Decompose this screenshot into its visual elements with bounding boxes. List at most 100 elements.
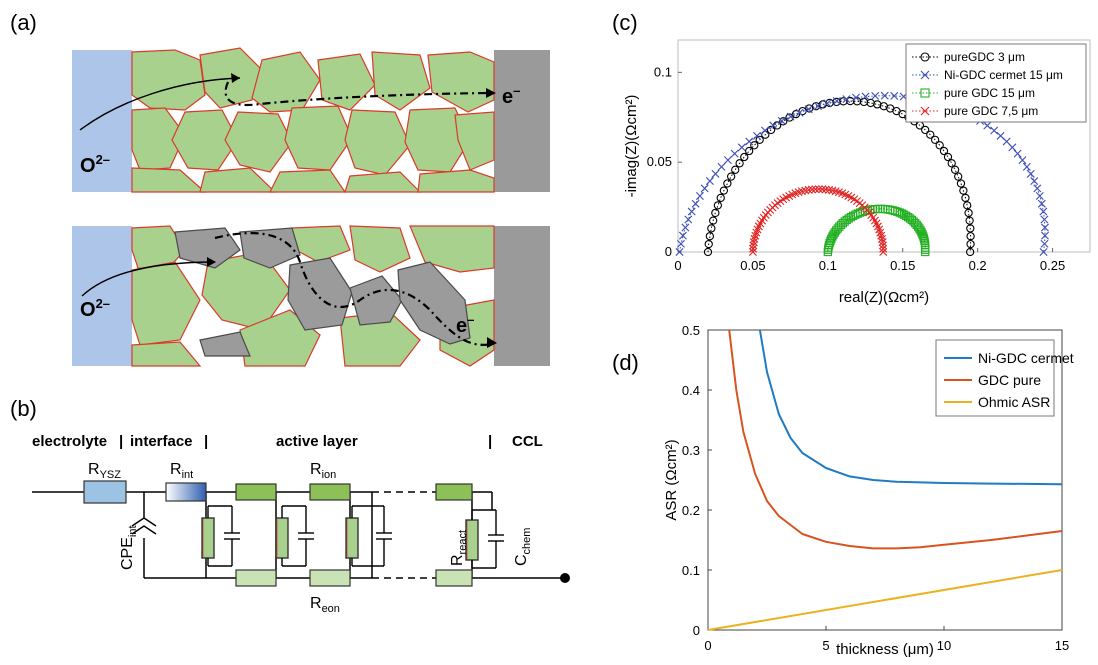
header-separator-1: | bbox=[119, 433, 123, 450]
gdc-grains-top bbox=[131, 47, 495, 193]
label-rreact: Rreact bbox=[449, 530, 469, 566]
chart-d-frame bbox=[707, 329, 1063, 631]
chart-c-point bbox=[1030, 177, 1039, 186]
chart-c-point bbox=[921, 247, 930, 257]
chart-d-ytick-label: 0.1 bbox=[682, 563, 700, 578]
chart-c-point bbox=[1039, 248, 1048, 256]
chart-c-point bbox=[749, 244, 758, 253]
label-rint: Rint bbox=[170, 461, 193, 481]
chart-c-point bbox=[748, 248, 757, 256]
chart-d-ticks: 0 5 10 15 0 0.1 0.2 0.3 0.4 0.5 bbox=[682, 323, 1069, 653]
chart-c-point bbox=[1037, 199, 1046, 208]
arrowhead-icon bbox=[487, 337, 497, 348]
chart-c-point bbox=[755, 135, 764, 144]
chart-c-legend-marker bbox=[920, 88, 930, 98]
chart-c-legend-label: pure GDC 15 μm bbox=[944, 86, 1035, 100]
chart-c-point bbox=[749, 238, 758, 247]
chart-c-point bbox=[705, 232, 715, 241]
chart-c-point bbox=[813, 102, 822, 111]
chart-d-ytick-label: 0.5 bbox=[682, 323, 700, 338]
chart-c-point bbox=[801, 186, 810, 195]
chart-c-xlabel: real(Z)(Ωcm²) bbox=[839, 289, 929, 306]
label-cpe-int: CPEint bbox=[119, 525, 139, 570]
panel-label-a: (a) bbox=[10, 10, 37, 35]
chart-c-point bbox=[735, 159, 744, 168]
arrowhead-icon bbox=[231, 73, 240, 83]
chart-c-point bbox=[1008, 143, 1017, 152]
chart-c-point bbox=[943, 152, 953, 162]
current-collector-bottom bbox=[494, 226, 550, 366]
chart-d-series-line-0 bbox=[758, 329, 1063, 486]
chart-c-point bbox=[678, 231, 687, 240]
chart-c-legend-label: pure GDC 7,5 μm bbox=[944, 104, 1038, 118]
chart-c-point bbox=[966, 224, 975, 233]
chart-d-xlabel: thickness (μm) bbox=[836, 641, 934, 658]
chart-d-ylabel: ASR (Ωcm²) bbox=[663, 439, 680, 520]
chart-c-point bbox=[824, 241, 834, 250]
arrowhead-icon bbox=[207, 257, 216, 267]
resistor-rreact-3 bbox=[345, 517, 359, 559]
chart-c-point bbox=[695, 191, 704, 200]
chart-c-legend-marker bbox=[920, 52, 930, 62]
chart-c-point bbox=[1018, 156, 1027, 165]
chart-c-point bbox=[704, 239, 713, 249]
header-active-layer: active layer bbox=[276, 433, 358, 450]
electron-label-top: e– bbox=[502, 83, 520, 108]
chart-c-point bbox=[823, 99, 832, 108]
electrolyte-block-top bbox=[72, 50, 132, 192]
chart-c-legend-marker bbox=[920, 70, 930, 80]
chart-c-point bbox=[965, 247, 975, 257]
chart-c-point bbox=[1040, 239, 1049, 248]
chart-c-series-line bbox=[752, 188, 884, 253]
oxide-ion-label-top: O2– bbox=[80, 152, 110, 177]
chart-c-point bbox=[808, 185, 817, 194]
chart-c-xtick-label: 0.15 bbox=[890, 258, 915, 273]
chart-c: 0 0.05 0.1 0.15 0.2 0.25 0 0.05 0.1 real(Z)(Ωcm²… bbox=[623, 39, 1091, 306]
chart-c-xtick-label: 0 bbox=[674, 258, 681, 273]
current-collector-top bbox=[494, 50, 550, 192]
arrowhead-icon bbox=[486, 88, 496, 98]
resistor-reon-3 bbox=[435, 569, 473, 587]
chart-c-legend-label: pureGDC 3 μm bbox=[944, 50, 1025, 64]
chart-c-point bbox=[786, 112, 795, 121]
chart-c-point bbox=[893, 207, 902, 216]
chart-c-point bbox=[785, 113, 794, 122]
chart-c-point bbox=[877, 234, 886, 243]
chart-c-point bbox=[832, 97, 841, 106]
chart-c-point bbox=[814, 185, 823, 194]
chart-d-ytick-label: 0.2 bbox=[682, 503, 700, 518]
chart-c-point bbox=[1013, 149, 1022, 158]
electron-path-top bbox=[224, 81, 491, 107]
chart-c-ytick-label: 0.05 bbox=[647, 154, 672, 169]
resistor-rion-3 bbox=[435, 483, 473, 501]
chart-d-xtick-label: 5 bbox=[822, 638, 829, 653]
ion-path-arrow-bottom bbox=[81, 261, 216, 297]
chart-c-point bbox=[1022, 162, 1031, 171]
chart-c-point bbox=[919, 232, 928, 241]
chart-c-point bbox=[880, 91, 889, 100]
chart-d-legend: Ni-GDC cermet GDC pure Ohmic ASR bbox=[935, 339, 1074, 417]
chart-c-point bbox=[707, 224, 716, 233]
resistor-reon-2 bbox=[309, 569, 351, 587]
chart-c-point bbox=[964, 208, 973, 218]
chart-c-point bbox=[681, 223, 690, 232]
chart-c-point bbox=[878, 238, 887, 247]
chart-c-series-0 bbox=[703, 96, 975, 257]
chart-c-point bbox=[939, 146, 949, 156]
chart-c-point bbox=[730, 149, 739, 158]
chart-c-point bbox=[795, 108, 804, 117]
chart-c-xtick-label: 0.1 bbox=[819, 258, 837, 273]
chart-c-point bbox=[766, 125, 776, 135]
chart-c-point bbox=[769, 121, 778, 130]
chart-c-point bbox=[779, 117, 788, 126]
cpe-int-element bbox=[131, 517, 157, 535]
chart-c-point bbox=[959, 186, 968, 195]
electron-label-bottom: e– bbox=[456, 312, 474, 337]
chart-c-point bbox=[1039, 207, 1048, 216]
resistor-rion-2 bbox=[309, 483, 351, 501]
chart-c-point bbox=[740, 152, 749, 162]
chart-c-point bbox=[921, 125, 930, 135]
chart-c-point bbox=[947, 159, 956, 168]
chart-c-point bbox=[963, 201, 972, 210]
